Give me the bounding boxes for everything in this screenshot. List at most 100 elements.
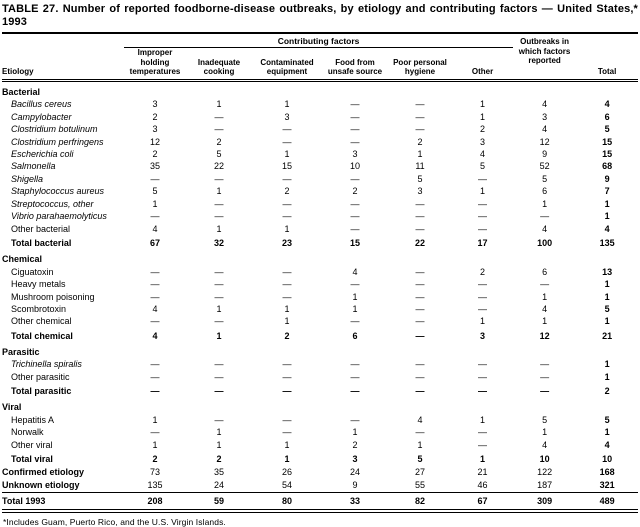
value-cell: — — [478, 304, 488, 315]
value-cell: — — [478, 359, 488, 370]
column-header-etiology: Etiology — [2, 36, 124, 82]
value-cell — [513, 249, 576, 265]
value-cell: 1 — [284, 304, 290, 315]
value-cell: 3 — [352, 454, 358, 465]
value-cell: 1 — [284, 148, 290, 159]
value-cell: 1 — [216, 99, 222, 110]
value-cell: — — [415, 316, 425, 327]
table-row: Total 1993 208 59 80 33 82 67 309 489 — [2, 491, 639, 514]
table-row: Streptococcus, other 1 — — — — — 1 1 — [2, 198, 638, 210]
header-spanner-row: Etiology Contributing factors Outbreaks … — [2, 36, 639, 82]
value-cell: 10 — [602, 454, 613, 465]
value-cell: 9 — [352, 479, 358, 490]
table-row: Trichinella spiralis — — — — — — — 1 — [2, 358, 638, 370]
value-cell — [322, 342, 388, 358]
value-cell: 1 — [604, 198, 610, 209]
value-cell: 1 — [542, 198, 548, 209]
value-cell: 2 — [417, 136, 423, 147]
value-cell: — — [350, 99, 360, 110]
value-cell: — — [214, 124, 224, 135]
value-cell: 4 — [542, 439, 548, 450]
value-cell: 1 — [604, 427, 610, 438]
value-cell: — — [478, 173, 488, 184]
value-cell: 1 — [284, 316, 290, 327]
table-row: Scombrotoxin 4 1 1 1 — — 4 5 — [2, 303, 638, 315]
etiology-cell: Other chemical — [11, 316, 72, 327]
value-cell: 35 — [149, 161, 160, 172]
value-cell: — — [540, 386, 550, 397]
value-cell: 4 — [152, 223, 158, 234]
value-cell — [388, 342, 452, 358]
foodborne-outbreaks-table: Etiology Contributing factors Outbreaks … — [2, 36, 639, 514]
value-cell: 5 — [216, 148, 222, 159]
value-cell: 4 — [417, 414, 423, 425]
value-cell: 2 — [352, 439, 358, 450]
etiology-cell: Other parasitic — [11, 371, 70, 382]
value-cell: — — [350, 386, 360, 397]
etiology-cell: Vibrio parahaemolyticus — [11, 211, 107, 222]
value-cell — [322, 249, 388, 265]
value-cell — [576, 249, 638, 265]
table-row: Norwalk — 1 — 1 — — 1 1 — [2, 426, 638, 438]
etiology-cell: Total chemical — [11, 330, 73, 341]
column-header-contaminated-equipment: Contaminated equipment — [252, 47, 322, 82]
value-cell: 21 — [602, 330, 613, 341]
etiology-cell: Hepatitis A — [11, 414, 55, 425]
value-cell: 73 — [149, 466, 160, 477]
value-cell: — — [540, 211, 550, 222]
value-cell: 15 — [602, 148, 613, 159]
value-cell: 52 — [539, 161, 550, 172]
value-cell: — — [150, 291, 160, 302]
value-cell: 5 — [542, 414, 548, 425]
value-cell: — — [415, 371, 425, 382]
value-cell: 2 — [152, 148, 158, 159]
column-header-inadequate-cooking: Inadequate cooking — [186, 47, 252, 82]
value-cell: — — [350, 124, 360, 135]
value-cell — [576, 80, 638, 98]
value-cell: 1 — [480, 111, 486, 122]
value-cell: 1 — [480, 414, 486, 425]
value-cell: — — [350, 223, 360, 234]
table-row: Confirmed etiology 73 35 26 24 27 21 122 168 — [2, 465, 638, 478]
table-row: Campylobacter 2 — 3 — — 1 3 6 — [2, 110, 638, 122]
value-cell: — — [478, 198, 488, 209]
table-row: Unknown etiology 135 24 54 9 55 46 187 321 — [2, 479, 638, 493]
value-cell: — — [478, 291, 488, 302]
value-cell: 3 — [480, 330, 486, 341]
table-row: Staphylococcus aureus 5 1 2 2 3 1 6 7 — [2, 185, 638, 197]
value-cell: 122 — [537, 466, 553, 477]
value-cell: — — [478, 371, 488, 382]
value-cell: — — [415, 124, 425, 135]
value-cell: — — [350, 316, 360, 327]
value-cell: — — [214, 266, 224, 277]
value-cell: 1 — [604, 371, 610, 382]
value-cell — [452, 249, 513, 265]
etiology-cell: Clostridium botulinum — [11, 124, 98, 135]
value-cell: 67 — [452, 491, 514, 514]
etiology-cell: Norwalk — [11, 427, 44, 438]
etiology-cell: Trichinella spiralis — [11, 359, 82, 370]
table-row: Other bacterial 4 1 1 — — — 4 4 — [2, 223, 638, 235]
value-cell: 4 — [542, 99, 548, 110]
value-cell: — — [282, 198, 292, 209]
value-cell: 1 — [480, 99, 486, 110]
value-cell — [322, 397, 388, 413]
value-cell: — — [214, 291, 224, 302]
value-cell: — — [214, 386, 224, 397]
value-cell — [252, 249, 322, 265]
value-cell: — — [540, 279, 550, 290]
value-cell: 1 — [480, 454, 486, 465]
table-row: Bacterial — [2, 80, 638, 98]
value-cell: 9 — [604, 173, 610, 184]
value-cell — [322, 80, 388, 98]
value-cell — [186, 249, 252, 265]
value-cell: 4 — [152, 304, 158, 315]
value-cell: 13 — [602, 266, 613, 277]
value-cell: 4 — [604, 439, 610, 450]
value-cell: 6 — [542, 266, 548, 277]
table-row: Other viral 1 1 1 2 1 — 4 4 — [2, 439, 638, 451]
value-cell: 12 — [149, 136, 160, 147]
value-cell: 23 — [281, 237, 292, 248]
value-cell: — — [150, 427, 160, 438]
value-cell: — — [415, 198, 425, 209]
